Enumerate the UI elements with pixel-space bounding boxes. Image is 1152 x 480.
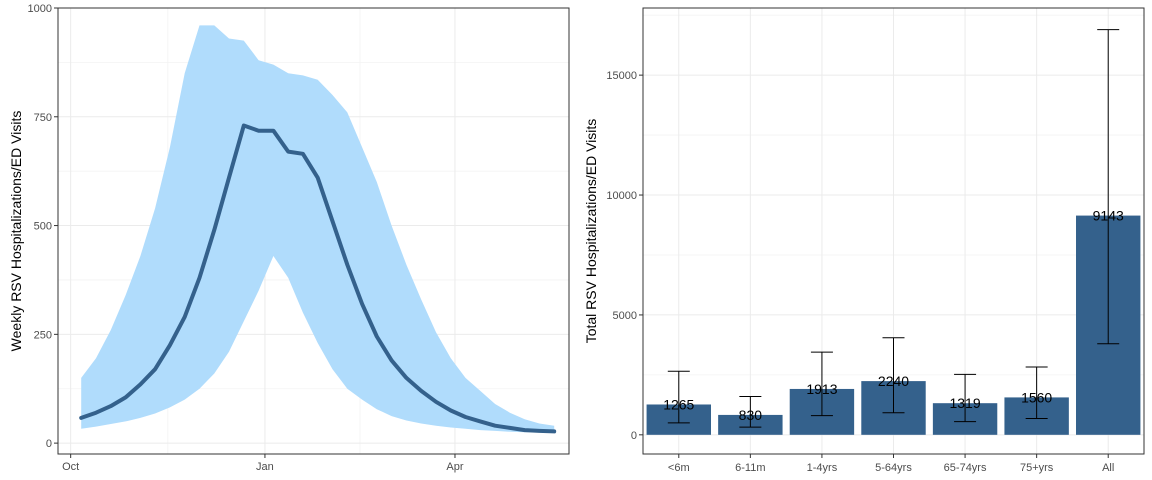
right-chart-panel: 1265 830 1913 2240 1319 1560 9143 0 5000 10000 150… (583, 7, 1145, 474)
y-axis-title: Weekly RSV Hospitalizations/ED Visits (8, 111, 24, 352)
data-label-6m: 1265 (663, 396, 694, 412)
y-tick-label: 10000 (606, 190, 637, 202)
data-label-6-11m: 830 (739, 407, 763, 423)
data-label-1-4yrs: 1913 (806, 381, 837, 397)
data-label-5-64yrs: 2240 (878, 373, 909, 389)
y-tick-label: 500 (34, 221, 52, 233)
x-tick-label-1-4yrs: 1-4yrs (807, 462, 838, 474)
x-tick-label-jan: Jan (256, 461, 274, 473)
data-label-all: 9143 (1093, 208, 1124, 224)
x-tick-label-apr: Apr (446, 461, 463, 473)
y-tick-label: 250 (34, 329, 52, 341)
left-chart-panel: 0 250 500 750 1000 Oct Jan Apr Weekly RSV Hospit… (8, 3, 570, 473)
y-tick-label: 750 (34, 112, 52, 124)
uncertainty-band (81, 25, 555, 433)
x-tick-label-6m: <6m (668, 462, 690, 474)
y-tick-label: 1000 (28, 3, 52, 15)
x-tick-label-oct: Oct (62, 461, 79, 473)
y-tick-label: 5000 (613, 310, 637, 322)
y-axis-title: Total RSV Hospitalizations/ED Visits (583, 119, 599, 344)
series-line (79, 123, 557, 434)
x-tick-label-5-64yrs: 5-64yrs (875, 462, 912, 474)
y-tick-label: 15000 (606, 70, 637, 82)
data-label-75-yrs: 1560 (1021, 389, 1052, 405)
data-label-65-74yrs: 1319 (949, 395, 980, 411)
y-tick-label: 0 (46, 438, 52, 450)
y-tick-label: 0 (631, 430, 637, 442)
x-tick-label-75-yrs: 75+yrs (1020, 462, 1054, 474)
x-tick-label-6-11m: 6-11m (735, 462, 765, 474)
x-tick-label-65-74yrs: 65-74yrs (944, 462, 987, 474)
panel-border (57, 7, 570, 455)
x-tick-label-all: All (1102, 462, 1114, 474)
